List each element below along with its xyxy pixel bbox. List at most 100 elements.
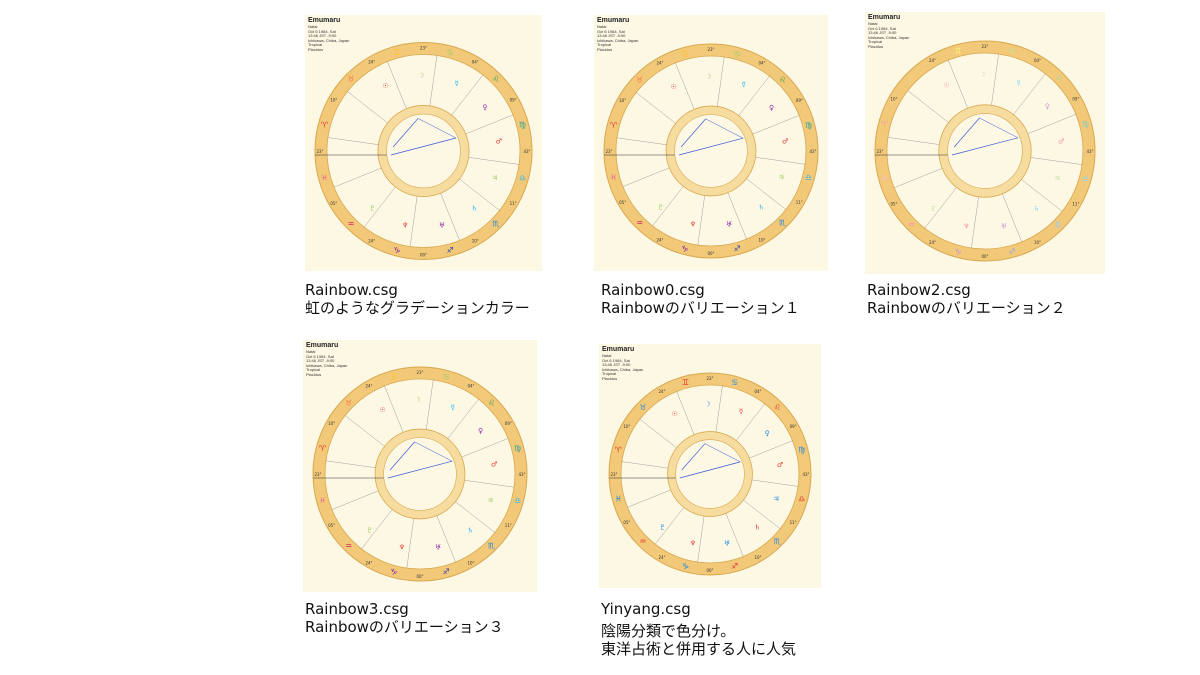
planet-icon: ♇: [660, 524, 666, 532]
degree-label: 00°: [981, 254, 988, 259]
house-cusp-line: [464, 480, 515, 488]
chart-header-line: Placidus: [868, 44, 884, 50]
chart-header-line: Natal: [308, 24, 318, 30]
house-cusp-line: [991, 53, 999, 106]
planet-icon: ♄: [471, 204, 477, 212]
aspect-circle: [383, 437, 457, 511]
aspect-line: [390, 137, 457, 156]
chart-header-line: Ichikawa, Chiba, Japan: [868, 34, 910, 40]
zodiac-sign-icon: ♌: [488, 399, 495, 408]
chart-caption: Rainbow.csg 虹のようなグラデーションカラー: [305, 281, 530, 317]
aspect-line: [678, 137, 744, 156]
zodiac-sign-icon: ♑: [390, 568, 397, 577]
house-cusp-line: [636, 92, 676, 124]
chart-card-rainbow2[interactable]: ♈ ♉ ♊ ♋ ♌ ♍ ♎ ♏ ♐ ♑ ♒ ♓ 10° 24° 23° 04° 09° 43° 11° 10° 00° 2…: [865, 12, 1105, 274]
zodiac-sign-icon: ♋: [734, 49, 741, 58]
chart-header-line: Natal: [597, 24, 607, 30]
degree-label: 10°: [623, 424, 630, 429]
zodiac-sign-icon: ♋: [1008, 47, 1015, 56]
zodiac-sign-icon: ♐: [734, 245, 741, 254]
zodiac-sign-icon: ♈: [610, 121, 617, 130]
chart-thumbnail[interactable]: ♈ ♉ ♊ ♋ ♌ ♍ ♎ ♏ ♐ ♑ ♒ ♓ 10° 24° 23° 04° 09° 43° 11° 10° 00° 2…: [865, 12, 1105, 274]
chart-thumbnail[interactable]: ♈ ♉ ♊ ♋ ♌ ♍ ♎ ♏ ♐ ♑ ♒ ♓ 10° 24° 23° 04° 09° 43° 11° 10° 00° 2…: [305, 15, 542, 271]
horoscope-wheel: ♈ ♉ ♊ ♋ ♌ ♍ ♎ ♏ ♐ ♑ ♒ ♓ 10° 24° 23° 04° 09° 43° 11° 10° 00° 2…: [312, 366, 528, 582]
planet-icon: ♅: [439, 222, 445, 230]
planet-icon: ☉: [670, 83, 676, 91]
planet-icon: ♀: [1045, 103, 1050, 111]
chart-caption: Rainbow0.csg Rainbowのバリエーション１: [601, 281, 800, 317]
degree-label: 10°: [891, 97, 898, 102]
degree-label: 11°: [796, 200, 803, 205]
chart-card-rainbow0[interactable]: ♈ ♉ ♊ ♋ ♌ ♍ ♎ ♏ ♐ ♑ ♒ ♓ 10° 24° 23° 04° 09° 43° 11° 10° 00° 2…: [594, 15, 828, 271]
degree-label: 04°: [1034, 58, 1041, 63]
degree-label: 11°: [510, 201, 517, 206]
degree-label: 05°: [623, 520, 630, 525]
planet-icon: ♆: [690, 221, 696, 229]
planet-icon: ☿: [742, 81, 746, 89]
degree-label: 43°: [809, 149, 816, 154]
chart-header-name: Emumaru: [868, 14, 901, 21]
house-cusp-line: [971, 196, 979, 249]
planet-icon: ☉: [943, 81, 949, 89]
aspect-line: [679, 461, 741, 479]
zodiac-sign-icon: ♍: [519, 120, 526, 129]
degree-label: 00°: [706, 568, 713, 573]
chart-thumbnail[interactable]: ♈ ♉ ♊ ♋ ♌ ♍ ♎ ♏ ♐ ♑ ♒ ♓ 10° 24° 23° 04° 09° 43° 11° 10° 00° 2…: [303, 340, 537, 592]
zodiac-sign-icon: ♓: [321, 174, 328, 183]
chart-header-line: 13:46 JST -9:00: [308, 33, 337, 39]
degree-label: 10°: [758, 237, 765, 242]
chart-header-name: Emumaru: [308, 17, 341, 24]
planet-icon: ♂: [782, 138, 788, 146]
aspect-line: [387, 460, 453, 479]
degree-label: 11°: [790, 520, 797, 525]
planet-icon: ♃: [492, 174, 498, 182]
degree-label: 24°: [656, 237, 663, 242]
zodiac-sign-icon: ♈: [321, 120, 328, 129]
house-cusp-line: [426, 379, 434, 430]
degree-label: 24°: [929, 58, 936, 63]
chart-header-name: Emumaru: [597, 17, 630, 24]
zodiac-sign-icon: ♊: [390, 372, 397, 381]
planet-icon: ♆: [963, 223, 969, 231]
chart-card-yinyang[interactable]: ♈ ♉ ♊ ♋ ♌ ♍ ♎ ♏ ♐ ♑ ♒ ♓ 10° 24° 23° 04° 09° 43° 11° 10° 00° 2…: [599, 344, 821, 588]
house-cusp-line: [751, 479, 799, 487]
chart-thumbnail[interactable]: ♈ ♉ ♊ ♋ ♌ ♍ ♎ ♏ ♐ ♑ ♒ ♓ 10° 24° 23° 04° 09° 43° 11° 10° 00° 2…: [594, 15, 828, 271]
house-cusp-line: [409, 196, 418, 247]
horoscope-wheel: ♈ ♉ ♊ ♋ ♌ ♍ ♎ ♏ ♐ ♑ ♒ ♓ 10° 24° 23° 04° 09° 43° 11° 10° 00° 2…: [603, 43, 819, 259]
degree-label: 24°: [365, 384, 372, 389]
chart-header-line: Natal: [306, 349, 316, 355]
degree-label: 09°: [1072, 97, 1079, 102]
degree-label: 43°: [518, 472, 525, 477]
zodiac-sign-icon: ♎: [519, 174, 526, 183]
chart-card-rainbow[interactable]: ♈ ♉ ♊ ♋ ♌ ♍ ♎ ♏ ♐ ♑ ♒ ♓ 10° 24° 23° 04° 09° 43° 11° 10° 00° 2…: [305, 15, 542, 271]
zodiac-sign-icon: ♏: [1055, 221, 1063, 230]
zodiac-sign-icon: ♒: [347, 219, 354, 228]
chart-card-rainbow3[interactable]: ♈ ♉ ♊ ♋ ♌ ♍ ♎ ♏ ♐ ♑ ♒ ♓ 10° 24° 23° 04° 09° 43° 11° 10° 00° 2…: [303, 340, 537, 592]
aspect-circle: [675, 439, 745, 509]
house-cusp-line: [345, 415, 385, 447]
planet-icon: ♄: [754, 524, 760, 532]
chart-header-line: 13:46 JST -9:00: [868, 30, 897, 36]
chart-header-line: Oct 6 1984, Sat: [868, 25, 896, 31]
degree-label: 11°: [1072, 202, 1079, 207]
degree-label: 23°: [876, 149, 883, 154]
aspect-line: [389, 441, 415, 471]
degree-label: 09°: [796, 98, 803, 103]
house-cusp-line: [907, 90, 949, 123]
planet-icon: ♀: [769, 104, 774, 112]
house-cusp-line: [361, 509, 393, 549]
chart-header-line: Ichikawa, Chiba, Japan: [308, 37, 350, 43]
planet-icon: ♀: [482, 103, 487, 111]
planet-icon: ☉: [382, 82, 388, 90]
chart-thumbnail[interactable]: ♈ ♉ ♊ ♋ ♌ ♍ ♎ ♏ ♐ ♑ ♒ ♓ 10° 24° 23° 04° 09° 43° 11° 10° 00° 2…: [599, 344, 821, 588]
chart-header-line: Natal: [602, 353, 612, 359]
house-cusp-line: [406, 518, 414, 569]
chart-header-line: Ichikawa, Chiba, Japan: [306, 362, 348, 368]
degree-label: 43°: [802, 472, 809, 477]
chart-header-name: Emumaru: [602, 346, 635, 353]
zodiac-sign-icon: ♌: [779, 76, 786, 85]
degree-label: 10°: [619, 98, 626, 103]
planet-icon: ♅: [435, 544, 441, 552]
planet-icon: ☽: [705, 73, 711, 81]
planet-icon: ♂: [1058, 137, 1064, 145]
